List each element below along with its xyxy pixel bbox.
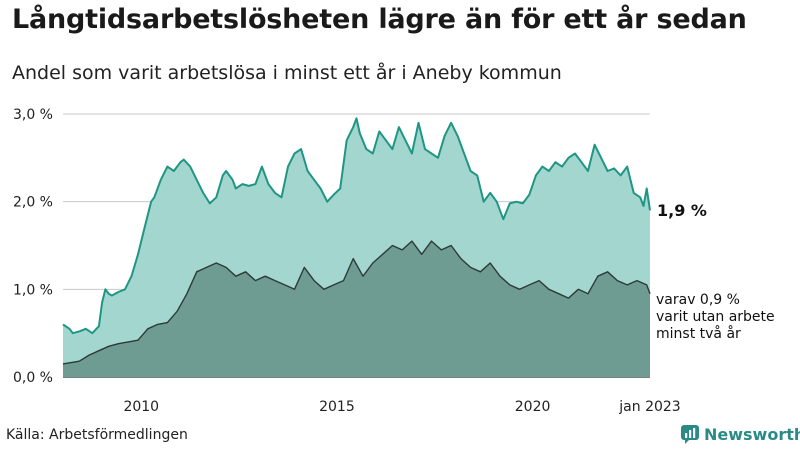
chart-title: Långtidsarbetslösheten lägre än för ett … — [12, 4, 747, 35]
x-tick-label: jan 2023 — [618, 399, 680, 415]
axis-labels: 0,0 % 1,0 % 2,0 % 3,0 % 2010 2015 2020 jan 2023 — [13, 107, 681, 415]
y-tick-label: 1,0 % — [13, 282, 53, 298]
bar-chart-icon — [681, 425, 699, 444]
longterm-end-label-line: minst två år — [656, 325, 741, 342]
series-areas — [62, 117, 651, 378]
series-line-longterm — [62, 240, 651, 365]
chart-subtitle: Andel som varit arbetslösa i minst ett å… — [12, 62, 562, 84]
total-end-label: 1,9 % — [657, 201, 707, 220]
x-tick-label: 2020 — [515, 399, 551, 415]
x-tick-label: 2015 — [319, 399, 355, 415]
y-tick-label: 3,0 % — [13, 107, 53, 123]
source-note: Källa: Arbetsförmedlingen — [6, 427, 188, 443]
series-area-longterm — [63, 241, 650, 377]
y-tick-label: 2,0 % — [13, 195, 53, 211]
longterm-end-label-line: varav 0,9 % — [656, 292, 740, 308]
longterm-end-label-line: varit utan arbete — [656, 309, 775, 325]
x-tick-label: 2010 — [123, 399, 159, 415]
brand-logo: Newsworthy — [680, 424, 800, 444]
brand-name: Newsworthy — [704, 424, 800, 444]
y-tick-label: 0,0 % — [13, 370, 53, 386]
series-line-total — [62, 117, 651, 335]
